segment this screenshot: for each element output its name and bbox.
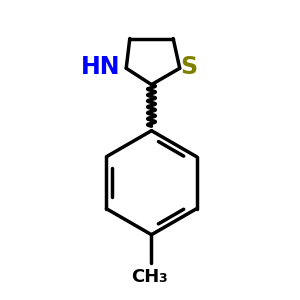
Text: 3: 3: [158, 272, 167, 286]
Text: CH: CH: [131, 268, 159, 286]
Text: S: S: [181, 56, 198, 80]
Text: HN: HN: [81, 56, 121, 80]
